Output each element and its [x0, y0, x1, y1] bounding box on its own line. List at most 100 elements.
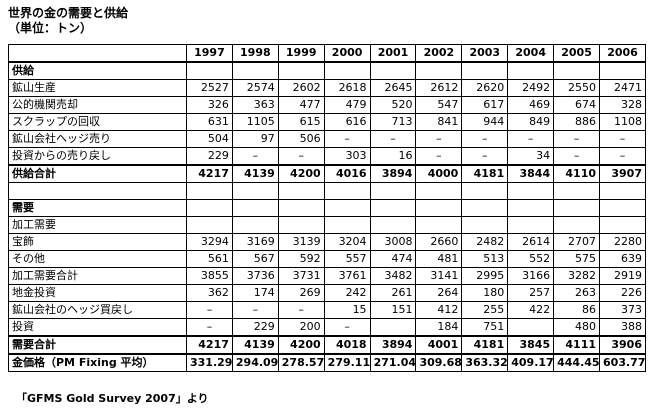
value-cell: 4018	[323, 335, 371, 355]
value-cell: 3482	[369, 267, 417, 285]
value-cell: –	[277, 301, 325, 319]
value-cell	[461, 216, 509, 234]
header-row: 1997 1998 1999 2000 2001 2002 2003 2004 2005 2006	[8, 44, 646, 63]
year-header: 2002	[415, 44, 463, 63]
value-cell: 616	[323, 113, 371, 131]
value-cell: 279.11	[323, 353, 371, 372]
value-cell: 16	[369, 147, 417, 166]
value-cell: –	[461, 130, 509, 148]
value-cell: 86	[553, 301, 601, 319]
value-cell: –	[369, 130, 417, 148]
value-cell: 263	[553, 284, 601, 302]
year-header: 2001	[369, 44, 417, 63]
value-cell	[553, 199, 601, 217]
row-label: 投資	[8, 318, 187, 337]
value-cell: 480	[553, 318, 601, 337]
value-cell: –	[323, 318, 371, 337]
row-label: 投資からの売り戻し	[8, 147, 187, 166]
value-cell: 849	[507, 113, 555, 131]
value-cell: 229	[231, 318, 279, 337]
value-cell: 422	[507, 301, 555, 319]
table-row: 供給	[8, 61, 646, 80]
value-cell: 255	[461, 301, 509, 319]
value-cell: 4139	[231, 164, 279, 183]
value-cell: 363	[231, 96, 279, 114]
value-cell: 3894	[369, 164, 417, 183]
row-label: 供給	[8, 61, 187, 80]
value-cell: –	[507, 130, 555, 148]
value-cell: 331.29	[186, 353, 233, 372]
value-cell: 479	[323, 96, 371, 114]
table-row: 公的機関売却 326 363 477 479 520 547 617 469 674 328	[8, 96, 646, 114]
value-cell: 3761	[323, 267, 371, 285]
value-cell: 506	[277, 130, 325, 148]
value-cell: 603.77	[599, 353, 646, 372]
value-cell	[461, 182, 509, 200]
value-cell: 2614	[507, 233, 555, 251]
unit: （単位：トン）	[8, 21, 93, 35]
value-cell	[507, 216, 555, 234]
value-cell: 2471	[599, 79, 646, 97]
value-cell	[231, 182, 279, 200]
year-header: 1999	[277, 44, 325, 63]
value-cell	[231, 216, 279, 234]
year-header: 2000	[323, 44, 371, 63]
value-cell: 2645	[369, 79, 417, 97]
value-cell: 309.68	[415, 353, 463, 372]
table-row: 供給合計 4217 4139 4200 4016 3894 4000 4181 3844 4110…	[8, 164, 646, 183]
value-cell	[323, 199, 371, 217]
value-cell: 1108	[599, 113, 646, 131]
value-cell: 3008	[369, 233, 417, 251]
value-cell	[231, 199, 279, 217]
value-cell: 2574	[231, 79, 279, 97]
table-row: 鉱山会社のヘッジ買戻し – – –15 151 412 255 422 86 373	[8, 301, 646, 319]
year-header: 2005	[553, 44, 601, 63]
value-cell: 631	[186, 113, 233, 131]
value-cell	[461, 199, 509, 217]
value-cell: 4016	[323, 164, 371, 183]
value-cell: 2995	[461, 267, 509, 285]
value-cell: 15	[323, 301, 371, 319]
row-label: 公的機関売却	[8, 96, 187, 114]
value-cell: 4111	[553, 335, 601, 355]
value-cell	[415, 216, 463, 234]
row-label: スクラップの回収	[8, 113, 187, 131]
value-cell: –	[553, 130, 601, 148]
value-cell: 2660	[415, 233, 463, 251]
value-cell: –	[461, 147, 509, 166]
row-label: 鉱山会社ヘッジ売り	[8, 130, 187, 148]
table-row: その他 561 567 592 557 474 481 513 552 575 639	[8, 250, 646, 268]
value-cell: –	[186, 301, 233, 319]
value-cell: 751	[461, 318, 509, 337]
table-row: 投資 –229 200–184 751 480 388	[8, 318, 646, 337]
row-label: 鉱山会社のヘッジ買戻し	[8, 301, 187, 319]
value-cell: 2612	[415, 79, 463, 97]
value-cell: 557	[323, 250, 371, 268]
value-cell: 294.09	[231, 353, 279, 372]
value-cell: 4001	[415, 335, 463, 355]
value-cell: 3166	[507, 267, 555, 285]
value-cell: 4110	[553, 164, 601, 183]
value-cell: 264	[415, 284, 463, 302]
data-table: 1997 1998 1999 2000 2001 2002 2003 2004 2005 2006…	[8, 44, 646, 372]
value-cell: 151	[369, 301, 417, 319]
value-cell: 328	[599, 96, 646, 114]
value-cell: 3169	[231, 233, 279, 251]
value-cell	[323, 182, 371, 200]
value-cell: –	[323, 130, 371, 148]
row-label: 宝飾	[8, 233, 187, 251]
value-cell	[369, 199, 417, 217]
value-cell	[186, 182, 233, 200]
value-cell: 4181	[461, 335, 509, 355]
value-cell: 412	[415, 301, 463, 319]
value-cell: 567	[231, 250, 279, 268]
value-cell: 1105	[231, 113, 279, 131]
value-cell: 2602	[277, 79, 325, 97]
table-row: 金価格（PM Fixing 平均） 331.29 294.09 278.57 279.1…	[8, 353, 646, 372]
table-row: 鉱山会社ヘッジ売り 504 97 506– – – – – – –	[8, 130, 646, 148]
value-cell: 388	[599, 318, 646, 337]
value-cell	[415, 182, 463, 200]
value-cell	[507, 61, 555, 80]
value-cell: 4000	[415, 164, 463, 183]
